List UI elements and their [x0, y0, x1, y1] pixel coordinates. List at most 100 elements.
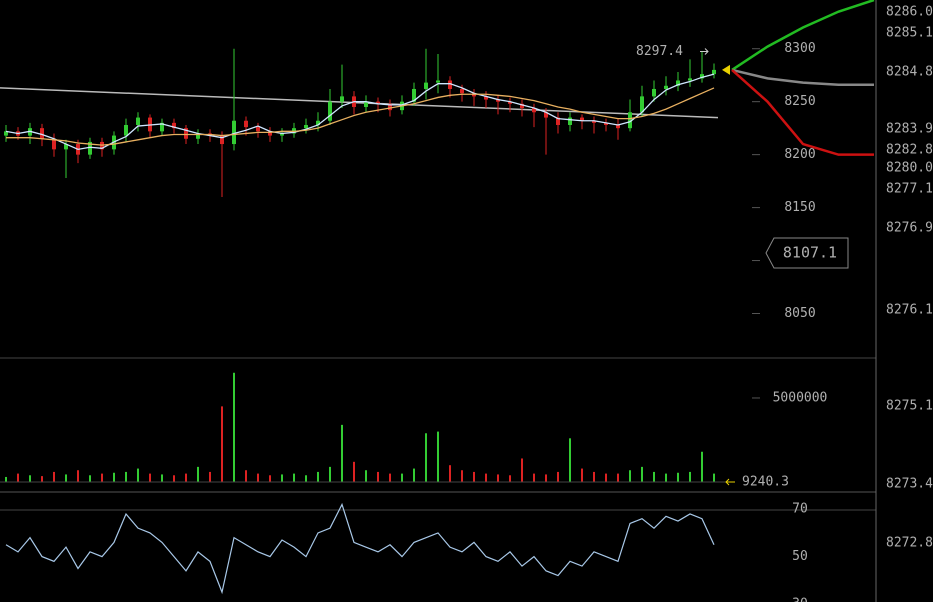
candle-body — [376, 101, 380, 104]
candle-body — [436, 80, 440, 83]
candle-body — [460, 88, 464, 94]
right-scale-label: 8277.1 — [886, 182, 933, 197]
right-scale-label: 8273.4 — [886, 477, 933, 492]
volume-bar — [629, 470, 631, 482]
right-scale-label: 8285.1 — [886, 26, 933, 41]
candle-body — [172, 122, 176, 129]
forecast-line — [731, 0, 875, 71]
volume-bar — [689, 471, 691, 482]
volume-bar — [617, 473, 619, 482]
candle-body — [184, 128, 188, 139]
volume-bar — [77, 470, 79, 482]
volume-bar — [653, 471, 655, 482]
candle-body — [508, 101, 512, 104]
volume-bar — [101, 473, 103, 482]
volume-bar — [221, 406, 223, 482]
y-tick-label: 8250 — [784, 94, 815, 109]
candle-body — [280, 133, 284, 136]
volume-bar — [365, 470, 367, 482]
volume-bar — [449, 465, 451, 482]
candle-body — [592, 120, 596, 123]
volume-bar — [437, 431, 439, 482]
candle-body — [232, 120, 236, 145]
high-marker-label: 8297.4 — [636, 44, 683, 59]
volume-bar — [29, 475, 31, 482]
right-scale-label: 8272.8 — [886, 536, 933, 551]
y-tick-label: 8050 — [784, 306, 815, 321]
volume-bar — [497, 474, 499, 482]
current-volume-label: 9240.3 — [742, 475, 789, 490]
volume-bar — [581, 468, 583, 482]
candle-body — [700, 74, 704, 79]
volume-bar — [557, 471, 559, 482]
volume-bar — [545, 474, 547, 482]
volume-bar — [641, 466, 643, 482]
volume-bar — [173, 475, 175, 482]
right-scale-label: 8276.9 — [886, 221, 933, 236]
volume-bar — [41, 476, 43, 482]
candle-body — [448, 80, 452, 89]
volume-bar — [605, 473, 607, 482]
volume-bar — [713, 473, 715, 482]
right-scale-label: 8280.0 — [886, 161, 933, 176]
y-tick-label: 30 — [792, 597, 808, 602]
last-price-marker — [722, 64, 730, 75]
candle-body — [88, 141, 92, 155]
volume-bar — [281, 474, 283, 482]
volume-bar — [125, 471, 127, 482]
candle-body — [676, 80, 680, 86]
candle-body — [496, 99, 500, 102]
volume-bar — [5, 476, 7, 482]
candle-body — [268, 131, 272, 136]
moving-average — [5, 73, 715, 151]
candle-body — [304, 124, 308, 129]
volume-bar — [233, 372, 235, 482]
volume-bar — [89, 475, 91, 482]
candle-body — [340, 96, 344, 102]
volume-bar — [485, 473, 487, 482]
volume-bar — [161, 474, 163, 482]
candle-body — [628, 112, 632, 129]
candle-body — [256, 127, 260, 132]
candle-body — [424, 82, 428, 89]
volume-bar — [317, 471, 319, 482]
y-tick-label: 8300 — [784, 41, 815, 56]
volume-bar — [569, 438, 571, 482]
candle-body — [388, 103, 392, 111]
volume-bar — [461, 470, 463, 482]
volume-bar — [305, 475, 307, 482]
candle-body — [712, 69, 716, 75]
oscillator-line — [5, 502, 715, 595]
right-scale: 8286.0 8285.1 8284.8 8283.9 8282.8 8280.… — [886, 5, 933, 551]
candle-body — [40, 128, 44, 139]
volume-bar — [701, 451, 703, 482]
volume-bar — [329, 466, 331, 482]
candle-body — [412, 88, 416, 102]
candle-body — [316, 120, 320, 125]
candle-body — [136, 117, 140, 125]
y-tick-label: 5000000 — [773, 390, 828, 405]
volume-bar — [209, 471, 211, 482]
candle-body — [544, 112, 548, 118]
candle-body — [328, 101, 332, 121]
volume-bar — [269, 475, 271, 482]
candle-body — [220, 135, 224, 145]
candle-body — [244, 120, 248, 128]
volume-bar — [257, 473, 259, 482]
y-tick-label: 8200 — [784, 147, 815, 162]
right-scale-label: 8275.1 — [886, 399, 933, 414]
trend-line — [0, 87, 719, 119]
volume-bar — [53, 471, 55, 482]
forecast-line — [731, 68, 874, 86]
volume-bar — [389, 473, 391, 482]
candle-body — [520, 103, 524, 109]
price-tag-label: 8107.1 — [783, 244, 837, 262]
right-scale-label: 8283.9 — [886, 122, 933, 137]
volume-bar — [17, 473, 19, 482]
right-scale-label: 8282.8 — [886, 143, 933, 158]
y-tick-label: 50 — [792, 549, 808, 564]
candle-body — [4, 131, 8, 136]
volume-bar — [401, 473, 403, 482]
y-tick-label: 8150 — [784, 200, 815, 215]
